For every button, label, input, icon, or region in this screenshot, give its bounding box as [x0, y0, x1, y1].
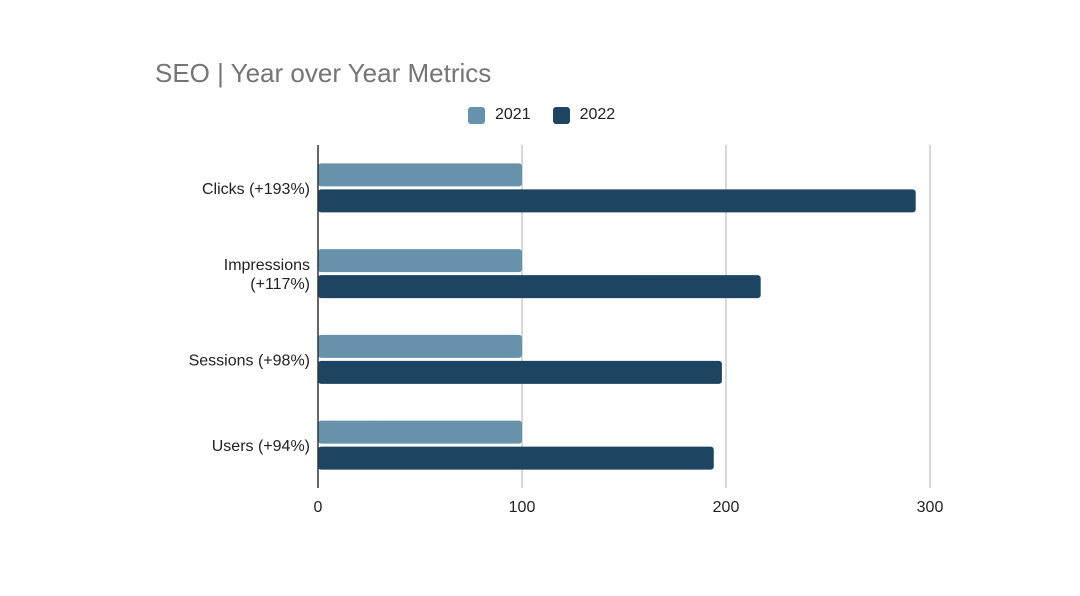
legend-swatch-2022	[552, 106, 570, 124]
legend-label-2021: 2021	[495, 106, 531, 123]
legend: 2021 2022	[468, 106, 637, 124]
category-label-1: Clicks (+193%)	[202, 181, 310, 198]
bar-2021-3	[318, 334, 522, 358]
bar-2022-3	[318, 360, 722, 384]
bar-2021-4	[318, 420, 522, 444]
x-tick-label-200: 200	[713, 499, 740, 516]
bar-2021-1	[318, 163, 522, 187]
legend-swatch-2021	[468, 106, 485, 124]
bar-2022-2	[318, 275, 761, 299]
bar-2022-1	[318, 189, 916, 213]
x-tick-label-300: 300	[917, 499, 944, 516]
x-tick-label-100: 100	[509, 499, 536, 516]
x-tick-label-0: 0	[314, 499, 323, 516]
category-label-3: Sessions (+98%)	[189, 352, 310, 369]
category-label-4: Users (+94%)	[212, 438, 310, 455]
legend-label-2022: 2022	[579, 106, 616, 123]
category-label-2-line-1: Impressions	[224, 257, 310, 274]
bar-2022-4	[318, 446, 714, 470]
category-label-2-line-2: (+117%)	[250, 276, 310, 293]
legend-item-2021: 2021	[468, 106, 531, 124]
bar-2021-2	[318, 249, 522, 273]
legend-item-2022: 2022	[552, 106, 616, 124]
chart-title: SEO | Year over Year Metrics	[155, 58, 492, 88]
